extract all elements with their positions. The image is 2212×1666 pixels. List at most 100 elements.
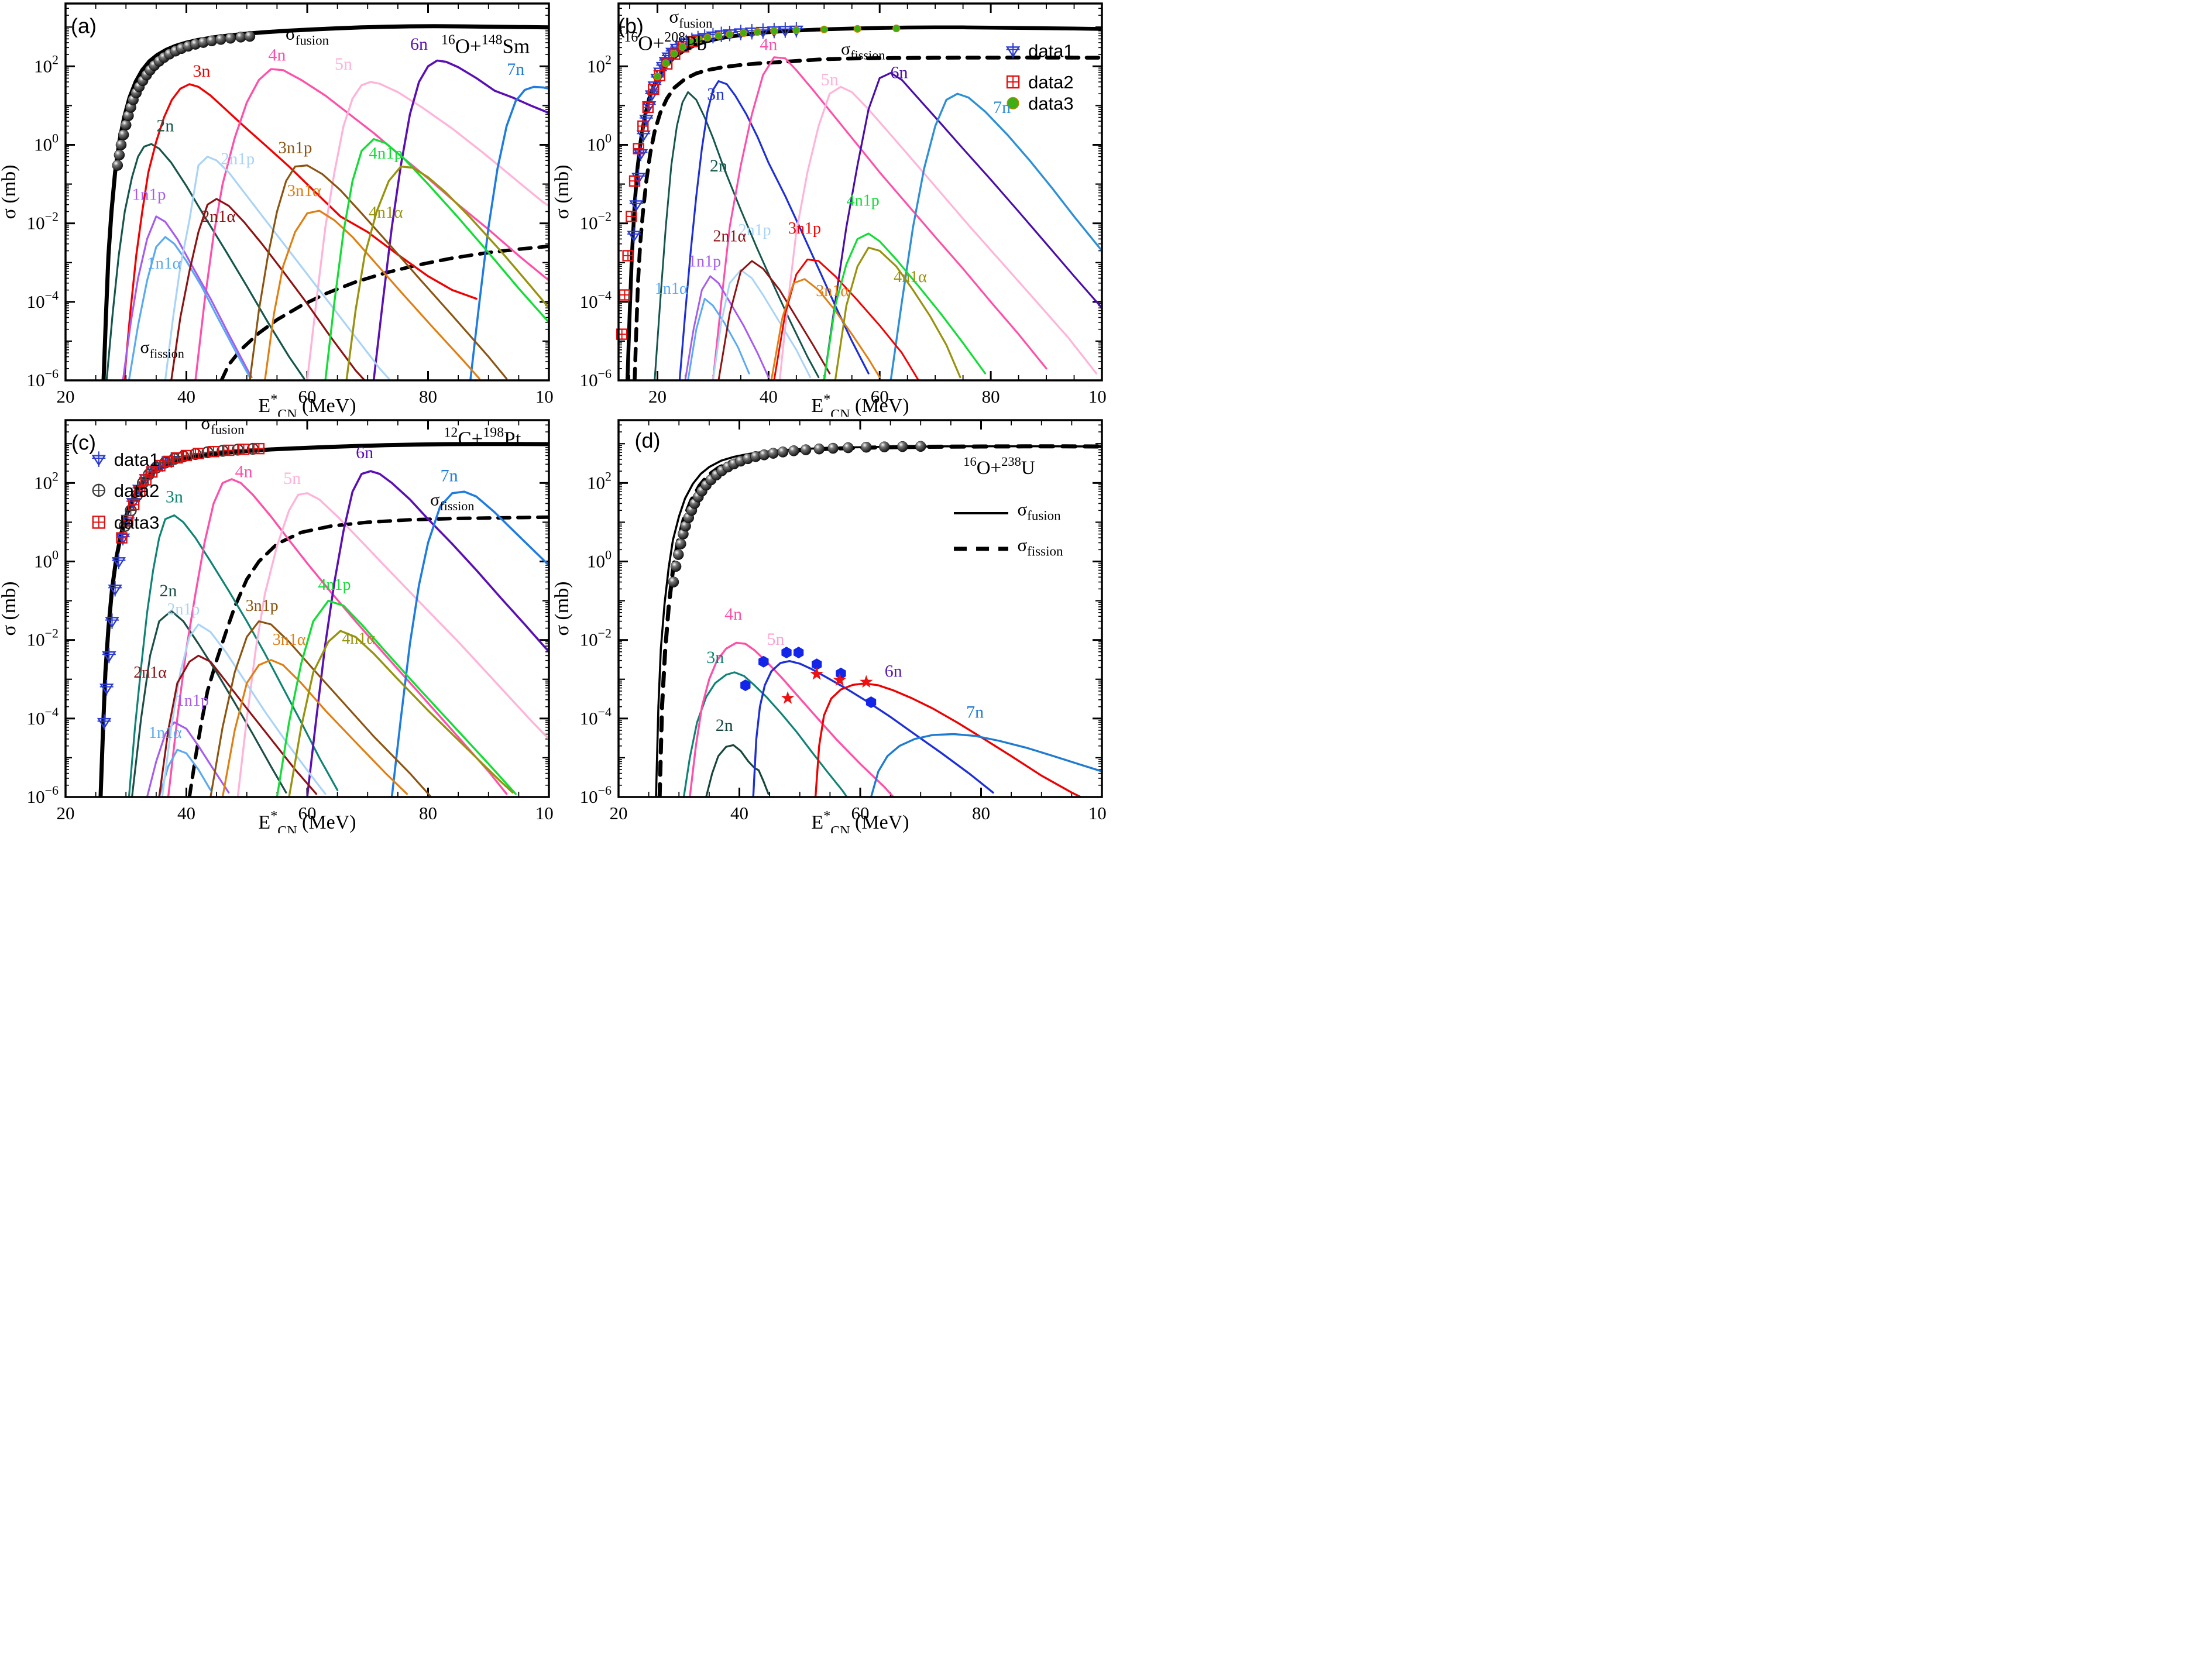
panel-background: [553, 417, 1106, 833]
svg-text:10−2: 10−2: [27, 626, 59, 650]
series-2n: [105, 143, 305, 380]
legend-sigma-fission: σfission: [1017, 535, 1063, 559]
label-6n: 6n: [410, 35, 428, 54]
label-5n: 5n: [283, 469, 301, 488]
annotations: (a) σfusion 16O+148Sm σfission 2n 3n 4n 5n 6n 7n 1…: [71, 14, 530, 361]
axis-tick-labels: 20 40 60 80 100 102 100 10−2 10−4 10−6: [580, 52, 1106, 407]
series-2n: [705, 744, 770, 797]
legend-label-data2: data2: [114, 480, 160, 501]
panel-title: 16O+208Pb: [624, 30, 706, 55]
series-4n: [712, 56, 1047, 380]
label-4n: 4n: [724, 604, 742, 624]
svg-text:100: 100: [535, 386, 553, 407]
panel-a-cell: 20 40 60 80 100 102 100 10−2 10−4 10−6 E*CN (MeV) σ…: [0, 0, 553, 417]
legend: data1 data2 data3: [91, 449, 160, 533]
series-sigma-fission: [219, 244, 549, 380]
markers-data3-dots: [653, 24, 901, 81]
label-4n1p: 4n1p: [318, 576, 351, 594]
markers-fusion-data-spheres: [112, 30, 256, 171]
svg-text:100: 100: [535, 803, 553, 823]
plot-frame: [617, 2, 1103, 382]
svg-text:10−4: 10−4: [27, 705, 59, 729]
svg-text:40: 40: [177, 386, 195, 407]
label-7n: 7n: [441, 466, 458, 486]
legend-label-data1: data1: [1028, 41, 1074, 61]
label-(b): (b): [618, 14, 644, 38]
label-2n1p: 2n1p: [167, 600, 200, 619]
label-1n1p: 1n1p: [688, 252, 721, 270]
svg-text:10−4: 10−4: [580, 705, 612, 729]
svg-text:20: 20: [648, 386, 667, 407]
svg-text:10−6: 10−6: [580, 366, 612, 390]
svg-text:80: 80: [972, 803, 990, 823]
svg-text:20: 20: [57, 803, 75, 823]
series-2n1a: [717, 260, 831, 380]
series-2n1p: [712, 269, 812, 380]
label-(c): (c): [71, 431, 96, 455]
label-sigma-fission: σfission: [430, 490, 474, 513]
series-3n: [678, 80, 870, 380]
y-axis-title: σ (mb): [0, 165, 20, 219]
svg-text:20: 20: [610, 803, 628, 823]
series-2n: [131, 610, 287, 797]
label-6n: 6n: [356, 443, 373, 462]
panel-background: [0, 417, 553, 833]
series-7n: [889, 92, 1102, 380]
series-sigma-fission: [633, 56, 1102, 380]
panel-title: 16O+238U: [963, 454, 1035, 479]
axis-tick-labels: 20 40 60 80 100 102 100 10−2 10−4 10−6: [580, 469, 1106, 823]
svg-text:100: 100: [587, 131, 612, 155]
svg-text:80: 80: [419, 386, 437, 407]
svg-text:60: 60: [871, 386, 889, 407]
svg-text:10−6: 10−6: [27, 783, 59, 807]
series-3n1a: [221, 659, 408, 797]
svg-text:100: 100: [1088, 386, 1106, 407]
label-sigma-fission: σfission: [140, 338, 184, 360]
label-4n1p: 4n1p: [847, 192, 880, 210]
series-3n: [123, 83, 478, 380]
label-3n: 3n: [706, 648, 724, 667]
series-3n1p: [249, 164, 508, 380]
label-3n1p: 3n1p: [278, 138, 312, 157]
series-4n: [167, 478, 508, 797]
label-5n: 5n: [821, 70, 839, 90]
svg-text:100: 100: [34, 131, 59, 155]
svg-text:10−2: 10−2: [27, 209, 59, 233]
series-4n1p: [324, 138, 549, 380]
y-axis-title: σ (mb): [553, 582, 573, 636]
legend-lines: σfusion σfission: [954, 499, 1063, 559]
series-4n1a: [834, 246, 961, 380]
series-3n: [128, 514, 339, 797]
label-4n1α: 4n1α: [894, 268, 927, 286]
label-2n1α: 2n1α: [133, 664, 167, 682]
label-2n1α: 2n1α: [201, 207, 236, 226]
series-1n1p: [684, 275, 770, 380]
series-2n1a: [158, 654, 318, 797]
svg-text:10−4: 10−4: [580, 288, 612, 312]
label-2n: 2n: [156, 116, 174, 136]
label-3n1α: 3n1α: [816, 282, 849, 300]
panel-c-chart: 20 40 60 80 100 102 100 10−2 10−4 10−6 E*CN (MeV) σ…: [0, 417, 553, 833]
label-(a): (a): [71, 14, 97, 38]
axis-titles: E*CN (MeV) σ (mb): [553, 582, 909, 833]
annotations: (d) 16O+238U 4n 5n 3n 2n 6n 7n: [635, 428, 1035, 735]
series-3n1a: [770, 278, 881, 380]
label-4n: 4n: [268, 46, 286, 65]
label-4n: 4n: [760, 35, 777, 54]
axis-titles: E*CN (MeV) σ (mb): [0, 165, 356, 417]
series-3n1p: [209, 620, 432, 797]
series-5n: [236, 492, 549, 797]
x-axis-title: E*CN (MeV): [811, 392, 909, 417]
series-4n1p: [823, 232, 987, 380]
label-4n: 4n: [235, 462, 253, 482]
svg-text:60: 60: [298, 803, 317, 823]
series-5n: [752, 660, 994, 797]
plot-frame: [64, 419, 550, 798]
label-sigma-fusion: σfusion: [286, 23, 329, 48]
label-3n: 3n: [193, 61, 210, 81]
label-(d): (d): [635, 428, 661, 452]
markers-hexagon-points: [740, 647, 877, 708]
label-1n1α: 1n1α: [149, 724, 182, 742]
label-4n1α: 4n1α: [369, 203, 403, 222]
